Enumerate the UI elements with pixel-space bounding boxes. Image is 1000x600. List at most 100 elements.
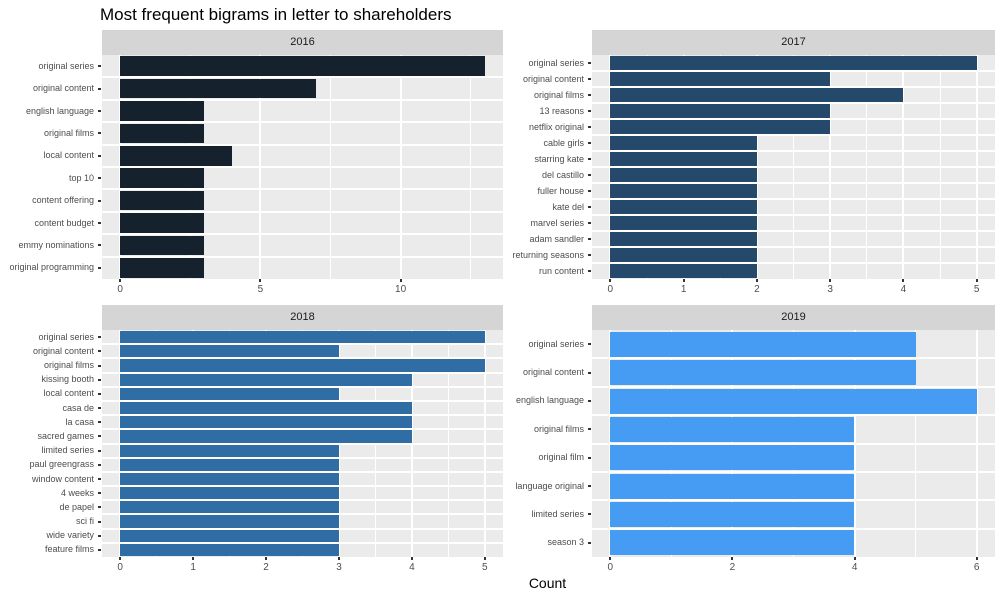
bar (610, 168, 757, 183)
category-separator (592, 86, 995, 88)
y-tick-mark (588, 62, 591, 64)
chart-title: Most frequent bigrams in letter to share… (100, 5, 452, 24)
bar (120, 190, 205, 211)
x-tick-label: 1 (190, 562, 196, 573)
bar (120, 257, 205, 278)
y-axis-label: starring kate (534, 153, 584, 164)
y-axis-label: feature films (44, 544, 94, 555)
bar (120, 213, 205, 233)
bar (120, 416, 412, 429)
bar (610, 120, 831, 135)
y-axis-label: original films (43, 127, 94, 138)
x-tick-label: 2 (729, 562, 736, 573)
x-tick-mark (265, 557, 267, 560)
y-tick-mark (98, 154, 101, 157)
bar (120, 444, 339, 457)
category-separator (592, 385, 995, 388)
facet-strip-title: 2018 (290, 311, 315, 323)
y-axis-label: marvel series (530, 217, 584, 228)
x-tick-mark (975, 279, 978, 282)
y-tick-mark (98, 534, 101, 537)
category-separator (102, 255, 503, 258)
bar (120, 373, 412, 386)
bar (120, 430, 412, 443)
x-tick-mark (338, 557, 340, 560)
bar (120, 401, 412, 415)
bar (610, 184, 757, 199)
bar (610, 72, 831, 87)
y-axis-label: adam sandler (529, 233, 584, 244)
x-tick-label: 10 (395, 284, 407, 295)
x-tick-label: 3 (336, 562, 342, 573)
y-axis-label: original content (522, 367, 584, 378)
x-tick-label: 5 (257, 284, 264, 295)
y-tick-mark (588, 399, 591, 402)
x-tick-mark (483, 557, 486, 560)
bar (120, 529, 339, 542)
bar (610, 416, 855, 442)
category-separator (592, 166, 995, 168)
x-tick-mark (119, 557, 122, 560)
y-tick-mark (98, 548, 101, 551)
y-tick-mark (588, 190, 591, 192)
y-axis-label: english language (515, 395, 584, 406)
y-axis-label: sacred games (37, 430, 94, 441)
bar (610, 152, 757, 167)
x-tick-mark (192, 557, 195, 560)
category-separator (592, 230, 995, 232)
y-axis-label: wide variety (46, 530, 94, 541)
category-separator (592, 499, 995, 502)
y-axis-label: netflix original (528, 121, 584, 132)
y-axis-label: 4 weeks (60, 487, 94, 498)
bar (120, 472, 339, 486)
y-axis-label: paul greengrass (29, 459, 94, 470)
y-tick-mark (588, 222, 591, 224)
facet-strip-title: 2016 (290, 36, 315, 48)
y-tick-mark (588, 126, 591, 128)
bar (610, 56, 977, 71)
y-axis-label: top 10 (68, 172, 94, 183)
y-tick-mark (98, 463, 101, 466)
category-separator (102, 233, 503, 236)
x-tick-label: 0 (607, 562, 614, 573)
bar (120, 168, 205, 188)
bar (120, 235, 205, 256)
y-tick-mark (98, 177, 101, 180)
bar (610, 232, 757, 247)
y-axis-label: original content (522, 73, 584, 84)
x-tick-mark (410, 557, 413, 560)
y-axis-label: original programming (9, 262, 94, 273)
bar (610, 388, 977, 414)
x-tick-label: 6 (973, 562, 980, 573)
category-separator (592, 150, 995, 152)
x-tick-label: 2 (263, 562, 269, 573)
y-axis-label: fuller house (537, 185, 584, 196)
category-separator (102, 527, 503, 530)
y-tick-mark (588, 371, 591, 374)
y-axis-label: content budget (34, 217, 94, 228)
y-axis-label: run content (538, 265, 584, 276)
y-tick-mark (98, 222, 101, 224)
y-tick-mark (588, 142, 591, 144)
y-tick-mark (588, 94, 591, 96)
y-axis-label: la casa (65, 416, 94, 427)
category-separator (592, 246, 995, 248)
y-tick-mark (98, 110, 101, 112)
x-tick-mark (755, 279, 758, 282)
x-tick-label: 0 (117, 562, 123, 573)
category-separator (102, 485, 503, 488)
plot-panel (102, 330, 503, 557)
bar (610, 104, 831, 119)
category-separator (592, 214, 995, 216)
x-tick-label: 0 (117, 284, 123, 295)
y-axis-label: emmy nominations (18, 239, 94, 250)
facet-strip-title: 2017 (781, 36, 806, 48)
bar (610, 331, 916, 357)
bar (610, 473, 855, 499)
x-tick-mark (609, 557, 612, 560)
category-separator (592, 357, 995, 360)
y-axis-label: del castillo (541, 169, 584, 180)
bar (120, 56, 485, 76)
x-tick-mark (975, 557, 978, 560)
